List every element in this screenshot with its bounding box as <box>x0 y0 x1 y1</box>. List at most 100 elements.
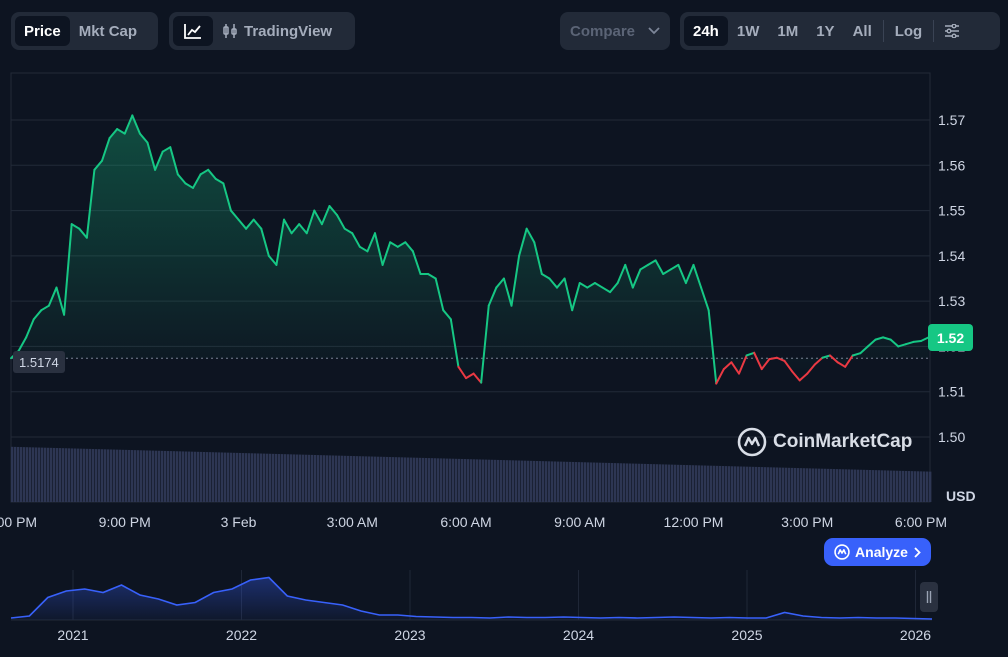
volume-bar <box>347 455 350 502</box>
price-line-segment <box>510 254 521 307</box>
volume-bar <box>698 465 701 502</box>
volume-bar <box>386 456 389 502</box>
volume-bar <box>824 468 827 502</box>
volume-bar <box>170 451 173 502</box>
volume-bar <box>839 469 842 502</box>
volume-bar <box>554 461 557 502</box>
volume-bar <box>530 460 533 502</box>
price-line-segment <box>275 218 285 266</box>
log-scale-button[interactable]: Log <box>894 22 923 40</box>
range-1y[interactable]: 1Y <box>816 22 835 40</box>
volume-bar <box>68 448 71 502</box>
volume-bar <box>662 464 665 502</box>
volume-bar <box>194 451 197 502</box>
volume-bar <box>380 456 383 502</box>
volume-bar <box>614 463 617 502</box>
x-axis-labels: 6:00 PM 9:00 PM 3 Feb 3:00 AM 6:00 AM 9:00 AM… <box>0 514 947 530</box>
price-tab[interactable]: Price <box>15 16 70 46</box>
volume-bar <box>428 458 431 502</box>
volume-bar <box>515 460 518 502</box>
range-1m[interactable]: 1M <box>777 22 799 40</box>
volume-bar <box>155 450 158 502</box>
price-line-segment <box>70 223 81 230</box>
navigator-handle[interactable] <box>920 582 938 612</box>
price-line-segment <box>533 241 543 275</box>
volume-bar <box>671 464 674 502</box>
price-line-segment <box>647 259 657 266</box>
volume-bar <box>884 470 887 502</box>
volume-bar <box>536 460 539 502</box>
volume-bar <box>836 469 839 502</box>
price-line-segment <box>93 159 103 171</box>
volume-bar <box>929 471 932 502</box>
navigator[interactable]: 2021 2022 2023 2024 2025 2026 <box>10 570 938 643</box>
price-line-segment <box>328 205 339 217</box>
price-line-segment <box>692 263 703 289</box>
volume-bar <box>713 465 716 502</box>
settings-button[interactable] <box>936 16 968 46</box>
volume-bar <box>788 467 791 502</box>
volume-bar <box>116 449 119 502</box>
volume-bar <box>899 470 902 502</box>
volume-bar <box>695 465 698 502</box>
price-line-segment <box>449 318 460 368</box>
volume-bar <box>770 467 773 502</box>
mktcap-tab[interactable]: Mkt Cap <box>78 22 138 40</box>
volume-bar <box>677 464 680 502</box>
volume-bar <box>248 453 251 502</box>
volume-bar <box>245 453 248 502</box>
volume-bar <box>53 447 56 502</box>
volume-bar <box>833 469 836 502</box>
price-line-segment <box>298 223 308 235</box>
volume-bar <box>398 457 401 502</box>
volume-bar <box>20 447 23 502</box>
volume-bar <box>872 470 875 502</box>
volume-bar <box>287 454 290 502</box>
volume-bar <box>290 454 293 502</box>
volume-bar <box>602 462 605 502</box>
volume-bar <box>332 455 335 502</box>
x-tick-label: 3:00 AM <box>327 514 378 530</box>
price-line-segment <box>700 286 710 312</box>
x-tick-label: 9:00 PM <box>99 514 151 530</box>
volume-bar <box>269 453 272 502</box>
volume-bar <box>377 456 380 502</box>
volume-bar <box>701 465 704 502</box>
price-line-segment <box>260 227 270 257</box>
volume-bar <box>791 467 794 502</box>
currency-label: USD <box>946 488 976 504</box>
volume-bar <box>863 469 866 502</box>
range-all[interactable]: All <box>852 22 872 40</box>
volume-bar <box>722 466 725 502</box>
volume-bar <box>509 460 512 502</box>
volume-bar <box>608 462 611 502</box>
price-line-segment <box>836 361 847 368</box>
volume-bar <box>518 460 521 502</box>
volume-bar <box>425 457 428 502</box>
volume-bar <box>719 465 722 502</box>
volume-bar <box>749 466 752 502</box>
volume-bar <box>569 461 572 502</box>
analyze-button[interactable]: Analyze <box>824 538 931 566</box>
volume-bar <box>776 467 779 502</box>
coinmarketcap-logo-icon <box>737 427 767 457</box>
range-24h[interactable]: 24h <box>684 16 728 46</box>
volume-bar <box>596 462 599 502</box>
divider <box>882 20 884 42</box>
volume-bar <box>392 457 395 502</box>
tradingview-button[interactable]: TradingView <box>213 16 341 46</box>
volume-bar <box>239 452 242 502</box>
coinmarketcap-logo-icon <box>834 544 850 560</box>
price-line-segment <box>313 209 323 226</box>
price-line-segment <box>707 309 718 385</box>
price-line-segment <box>540 272 551 280</box>
compare-dropdown[interactable]: Compare <box>560 12 670 50</box>
line-chart-button[interactable] <box>173 16 213 46</box>
volume-bar <box>905 470 908 502</box>
volume-bar <box>710 465 713 502</box>
price-line-segment <box>55 286 66 316</box>
volume-bar <box>416 457 419 502</box>
y-axis-labels: 1.571.561.551.541.531.521.511.50 <box>938 112 965 445</box>
range-1w[interactable]: 1W <box>736 22 760 40</box>
